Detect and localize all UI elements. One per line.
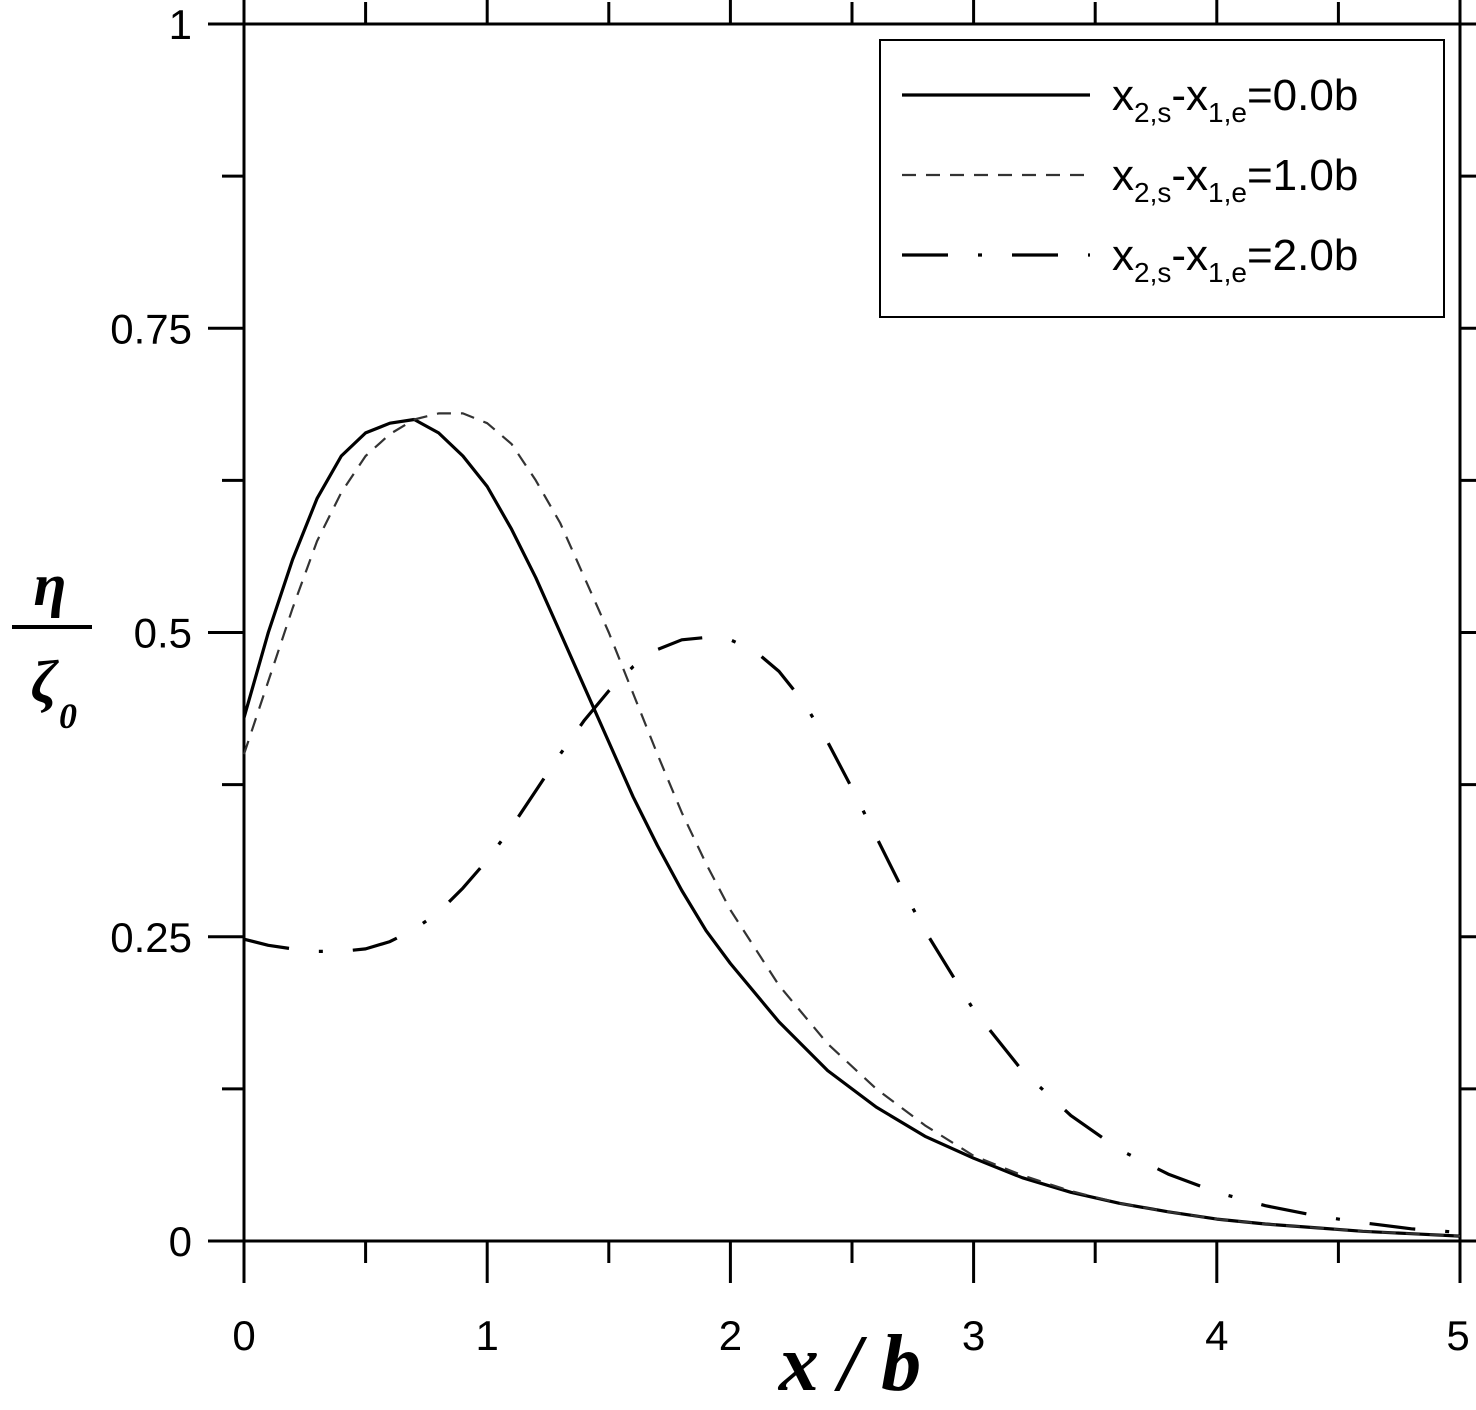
x-tick-label: 4: [1205, 1312, 1228, 1359]
series-line-2: [242, 412, 1461, 1238]
y-tick-label: 0.25: [110, 914, 192, 961]
y-tick-label: 0: [169, 1218, 192, 1265]
y-axis-title-denominator: ζ: [31, 649, 60, 715]
x-tick-label: 0: [232, 1312, 255, 1359]
y-tick-label: 1: [169, 1, 192, 48]
y-axis-ticks: 0 0.25 0.5 0.75 1: [110, 1, 1476, 1265]
x-tick-label: 1: [476, 1312, 499, 1359]
legend-box: [879, 39, 1445, 318]
legend-label-3: x2,s-x1,e=2.0b: [1112, 231, 1358, 288]
y-axis-title-denominator-subscript: 0: [59, 696, 77, 736]
y-axis-title-numerator: η: [34, 552, 67, 618]
x-axis-title: x / b: [778, 1320, 921, 1408]
y-axis-title: η ζ 0: [12, 552, 92, 736]
y-tick-label: 0.5: [134, 610, 192, 657]
x-tick-label: 3: [962, 1312, 985, 1359]
x-axis-ticks: 0 1 2 3 4 5: [232, 0, 1470, 1359]
x-tick-label: 5: [1446, 1312, 1469, 1359]
series-lines: [242, 412, 1461, 1238]
x-tick-label: 2: [719, 1312, 742, 1359]
legend-label-2: x2,s-x1,e=1.0b: [1112, 151, 1358, 208]
series-line-1: [242, 417, 1461, 1238]
series-line-3: [243, 635, 1461, 1235]
legend: x2,s-x1,e=0.0b x2,s-x1,e=1.0b x2,s-x1,e=2.…: [879, 39, 1445, 318]
legend-label-1: x2,s-x1,e=0.0b: [1112, 71, 1358, 128]
y-tick-label: 0.75: [110, 305, 192, 352]
